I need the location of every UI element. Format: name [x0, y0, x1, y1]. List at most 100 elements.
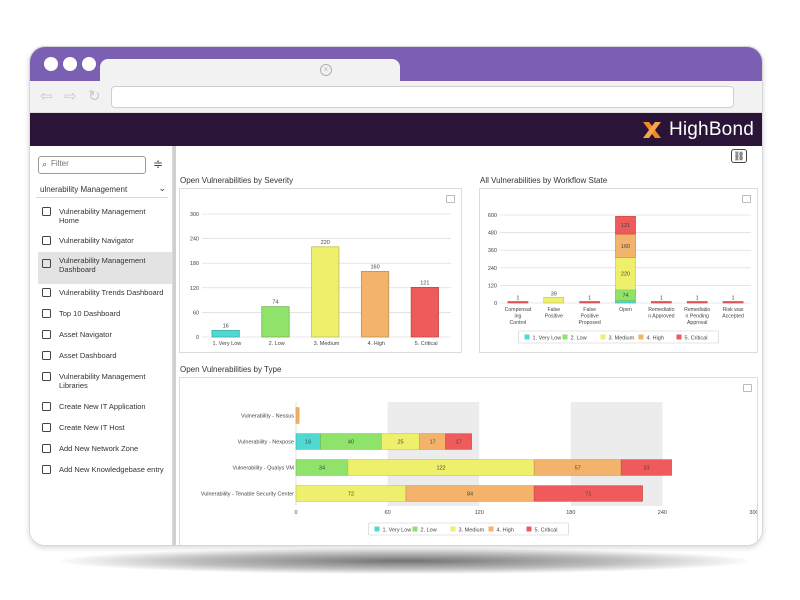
logo-mark-icon: [642, 122, 661, 138]
sidebar-item-label: Top 10 Dashboard: [59, 309, 121, 318]
y-tick-label: 300: [190, 212, 199, 218]
legend-box: [368, 522, 569, 536]
bar[interactable]: [261, 306, 290, 338]
back-icon[interactable]: ⇦: [40, 88, 53, 105]
sidebar-item[interactable]: Asset Dashboard: [38, 350, 172, 362]
x-tick-label: Proposed: [579, 320, 601, 326]
data-label: 160: [370, 264, 379, 270]
bar-segment[interactable]: [722, 301, 744, 304]
legend-swatch[interactable]: [562, 334, 568, 340]
x-tick-label: False: [547, 307, 560, 313]
app-header: HighBond: [30, 113, 762, 146]
x-tick-label: Open: [619, 307, 632, 313]
severity-chart-panel: 0 60 120 180 240 300 16 1. Very Low 74 2. Low 220 3…: [179, 188, 462, 353]
sidebar-item[interactable]: Add New Knowledgebase entry: [38, 464, 172, 476]
bar-segment[interactable]: [615, 216, 636, 235]
legend-swatch[interactable]: [488, 526, 494, 532]
bar-segment[interactable]: [651, 301, 672, 304]
browser-tab[interactable]: ×: [100, 59, 400, 81]
y-tick-label: 240: [190, 237, 199, 243]
sidebar-scrollbar[interactable]: [173, 146, 176, 545]
legend-item: 2. Low: [421, 528, 437, 534]
link-icon[interactable]: ⛓: [731, 149, 747, 163]
bar-segment[interactable]: [507, 301, 529, 304]
sidebar-item-label: Vulnerability Management Dashboard: [59, 256, 146, 274]
legend-item: 5. Critical: [685, 336, 708, 342]
filter-field[interactable]: ⌕: [38, 156, 146, 174]
legend-swatch[interactable]: [676, 334, 682, 340]
sidebar-item[interactable]: Vulnerability Management Dashboard: [38, 252, 172, 284]
highbond-logo: HighBond: [641, 119, 754, 141]
sidebar-item[interactable]: Vulnerability Management Home: [38, 206, 172, 226]
chart-menu-icon[interactable]: [446, 195, 455, 203]
x-tick-label: Compensat: [505, 307, 532, 313]
x-tick-label: Remediatio: [648, 307, 674, 313]
address-bar-row: ⇦ ⇨ ↻: [30, 81, 762, 113]
x-tick-label: Control: [510, 320, 527, 326]
data-label: 57: [575, 466, 581, 472]
data-label: 39: [551, 291, 557, 297]
bar[interactable]: [311, 246, 340, 338]
x-tick-label: 180: [566, 510, 575, 516]
y-tick-label: 60: [193, 310, 199, 316]
x-tick-label: 2. Low: [269, 341, 285, 347]
bar-segment[interactable]: [620, 459, 672, 476]
severity-chart: 0 60 120 180 240 300 16 1. Very Low 74 2. Low 220 3…: [190, 212, 451, 347]
sidebar-item[interactable]: Vulnerability Trends Dashboard: [38, 287, 172, 299]
create-icon: [42, 402, 51, 411]
tab-close-icon[interactable]: ×: [320, 64, 332, 76]
sidebar-item-label: Vulnerability Trends Dashboard: [59, 288, 164, 297]
create-icon: [42, 465, 51, 474]
data-label: 40: [348, 440, 354, 446]
legend-swatch[interactable]: [638, 334, 644, 340]
reload-icon[interactable]: ↻: [88, 88, 101, 105]
chart-menu-icon[interactable]: [742, 195, 751, 203]
x-tick-label: 120: [475, 510, 484, 516]
legend-swatch[interactable]: [526, 526, 532, 532]
bar-segment[interactable]: [445, 433, 472, 450]
panel-title-workflow: All Vulnerabilities by Workflow State: [480, 176, 608, 185]
bar-segment[interactable]: [579, 301, 600, 304]
sidebar-item[interactable]: Add New Network Zone: [38, 443, 172, 455]
bar-segment[interactable]: [533, 485, 643, 502]
window-minimize-dot[interactable]: [63, 57, 77, 71]
sidebar-item[interactable]: Create New IT Host: [38, 422, 172, 434]
y-tick-label: Vulnerability - Nessus: [241, 414, 294, 420]
bar-segment[interactable]: [686, 301, 708, 304]
sidebar-item[interactable]: Create New IT Application: [38, 401, 172, 413]
legend-box: [518, 330, 719, 344]
sidebar-item[interactable]: Asset Navigator: [38, 329, 172, 341]
window-close-dot[interactable]: [44, 57, 58, 71]
bar-segment[interactable]: [543, 296, 565, 304]
legend-item: 3. Medium: [459, 528, 485, 534]
window-maximize-dot[interactable]: [82, 57, 96, 71]
filter-input[interactable]: [51, 159, 141, 168]
legend-swatch[interactable]: [600, 334, 606, 340]
workflow-chart-panel: 0 120 240 360 480 600 Compensat ing Control False…: [479, 188, 758, 353]
filter-settings-icon[interactable]: ≑: [153, 157, 164, 171]
legend-swatch[interactable]: [450, 526, 456, 532]
sidebar-item[interactable]: Vulnerability Navigator: [38, 235, 172, 247]
chart-menu-icon[interactable]: [743, 384, 752, 392]
legend-swatch[interactable]: [374, 526, 380, 532]
forward-icon[interactable]: ⇨: [64, 88, 77, 105]
legend-swatch[interactable]: [524, 334, 530, 340]
sidebar-item[interactable]: Vulnerability Management Libraries: [38, 371, 172, 391]
bar-segment[interactable]: [295, 407, 300, 424]
url-input[interactable]: [111, 86, 734, 108]
module-dropdown[interactable]: ulnerability Management ⌄: [36, 182, 168, 198]
bar[interactable]: [360, 271, 390, 338]
bar-segment[interactable]: [615, 300, 636, 304]
legend-item: 5. Critical: [535, 528, 558, 534]
data-label: 74: [622, 293, 628, 299]
module-label: ulnerability Management: [40, 185, 128, 194]
sidebar-item-label: Create New IT Application: [59, 402, 146, 411]
sidebar-item[interactable]: Top 10 Dashboard: [38, 308, 172, 320]
browser-tab-bar: ×: [30, 47, 762, 81]
x-tick-label: Positive: [581, 314, 599, 320]
bar[interactable]: [410, 286, 439, 338]
bar[interactable]: [211, 330, 240, 338]
legend-swatch[interactable]: [412, 526, 418, 532]
x-tick-label: Accepted: [722, 314, 744, 320]
